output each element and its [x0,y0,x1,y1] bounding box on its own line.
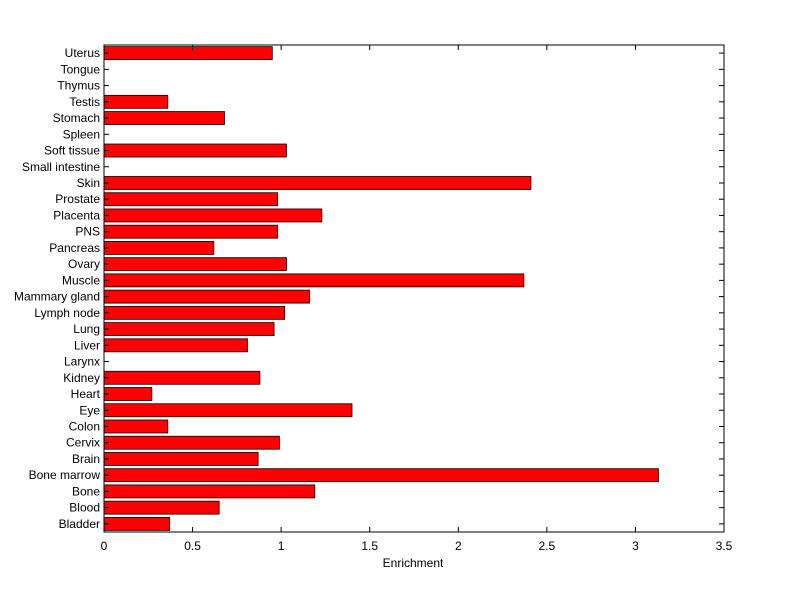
bar-ovary [103,257,287,272]
y-tick-label: Eye [79,403,100,417]
bar-lymph-node [103,305,286,320]
y-tick-label: Lung [73,322,100,336]
x-tick-label: 0 [101,539,108,553]
y-tick-label: Thymus [57,79,100,93]
x-axis-label: Enrichment [383,556,444,570]
y-tick-label: PNS [75,225,100,239]
y-tick-label: Tongue [61,62,101,76]
bar-soft-tissue [103,143,287,158]
y-tick-label: Blood [69,501,100,515]
y-tick-label: Bladder [59,517,100,531]
plot-frame [103,44,725,533]
y-tick-label: Cervix [66,436,100,450]
y-axis-ticks: Bladder Blood Bone Bone marrow Brain Cervix Co… [14,46,724,531]
x-tick-label: 3 [632,539,639,553]
bar-mammary-gland [103,289,310,304]
x-tick-label: 1.5 [361,539,378,553]
bar-pns [103,224,279,239]
y-tick-label: Liver [74,338,100,352]
bar-prostate [103,192,279,207]
y-tick-label: Prostate [55,192,100,206]
bar-uterus [103,46,273,61]
bar-testis [103,94,169,109]
y-tick-label: Uterus [65,46,100,60]
plot-area [104,45,724,532]
y-tick-label: Colon [69,419,100,433]
y-tick-label: Testis [69,95,100,109]
y-tick-label: Pancreas [49,241,100,255]
y-tick-label: Bone [72,484,100,498]
bar-heart [103,387,153,401]
bar-blood [103,500,220,515]
y-tick-label: Brain [72,452,100,466]
y-tick-label: Mammary gland [14,290,100,304]
bar-liver [103,338,248,353]
x-tick-label: 2 [455,539,462,553]
y-tick-label: Stomach [53,111,100,125]
x-tick-label: 1 [278,539,285,553]
bars-group [103,46,659,531]
y-tick-label: Lymph node [34,306,100,320]
y-tick-label: Heart [71,387,101,401]
bar-brain [103,452,259,466]
x-axis-ticks: 0 0.5 1 1.5 2 2.5 3 3.5 [101,45,733,553]
y-tick-label: Kidney [63,371,100,385]
bar-pancreas [103,241,215,255]
x-tick-label: 2.5 [539,539,556,553]
bar-eye [103,403,353,418]
y-tick-label: Placenta [53,208,100,222]
y-tick-label: Soft tissue [44,144,100,158]
y-tick-label: Small intestine [22,160,100,174]
bar-bone [103,484,316,499]
y-tick-label: Larynx [64,355,100,369]
bar-skin [103,176,532,190]
y-tick-label: Spleen [63,127,100,141]
y-tick-label: Ovary [68,257,100,271]
bar-bladder [103,516,170,531]
bar-cervix [103,435,280,450]
bar-kidney [103,370,261,385]
bar-stomach [103,111,225,125]
bar-bone-marrow [103,468,659,483]
y-tick-label: Skin [77,176,100,190]
y-tick-label: Bone marrow [29,468,101,482]
x-tick-label: 0.5 [184,539,201,553]
y-tick-label: Muscle [62,273,100,287]
bar-lung [103,322,275,336]
x-tick-label: 3.5 [716,539,733,553]
bar-placenta [103,208,323,223]
bar-colon [103,419,169,434]
bar-muscle [103,273,525,288]
